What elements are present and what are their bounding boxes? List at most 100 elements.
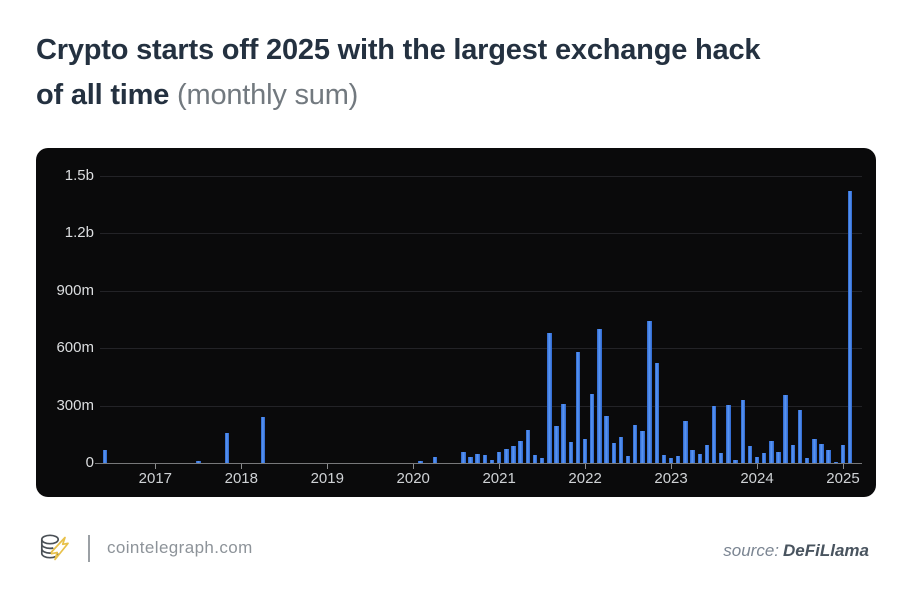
bar-month-84: [704, 444, 710, 463]
title-line1: Crypto starts off 2025 with the largest …: [36, 34, 761, 66]
bar-month-67: [582, 439, 588, 463]
bar-month-71: [611, 442, 616, 463]
x-tick-label-2023: 2023: [654, 470, 688, 487]
bar-month-54: [489, 460, 495, 463]
bar-month-53: [482, 455, 488, 463]
bar-month-44: [418, 461, 423, 463]
bar-month-88: [733, 460, 738, 463]
bar-month-86: [719, 453, 724, 463]
bar-month-81: [683, 420, 688, 463]
footer-brand: cointelegraph.com: [38, 530, 253, 566]
bar-month-96: [790, 444, 796, 463]
bar-month-79: [668, 458, 674, 463]
bar-month-59: [525, 430, 530, 463]
bar-month-55: [496, 451, 502, 463]
bar-month-98: [804, 458, 810, 463]
y-tick-label-1.2b: 1.2b: [64, 224, 94, 242]
bar-month-57: [511, 445, 516, 463]
bar-month-72: [618, 437, 624, 463]
bar-month-78: [661, 455, 667, 463]
x-tick-2025: [842, 464, 844, 469]
gridline-300m: [100, 405, 862, 407]
bar-month-62: [547, 332, 552, 463]
x-tick-label-2018: 2018: [224, 470, 258, 487]
y-tick-label-600m: 600m: [56, 339, 94, 357]
x-tick-label-2021: 2021: [482, 470, 516, 487]
y-tick-label-1.5b: 1.5b: [64, 166, 94, 184]
bar-month-102: [833, 461, 839, 463]
bar-month-85: [711, 405, 717, 463]
bar-month-97: [797, 410, 803, 463]
bar-month-99: [812, 439, 817, 463]
bar-month-58: [518, 440, 523, 463]
bar-month-101: [826, 449, 831, 463]
bar-month-65: [568, 441, 573, 463]
gridline-1.2b: [100, 233, 862, 235]
x-tick-2021: [499, 464, 501, 469]
bar-month-0: [103, 449, 108, 463]
bar-month-60: [532, 455, 538, 463]
bar-month-76: [647, 321, 652, 463]
x-tick-2024: [757, 464, 759, 469]
y-tick-label-900m: 900m: [56, 281, 94, 299]
bar-month-56: [504, 448, 509, 463]
source-credit: source: DeFiLlama: [723, 541, 869, 561]
x-tick-label-2020: 2020: [396, 470, 430, 487]
title-subtitle: (monthly sum): [177, 79, 359, 111]
bar-month-46: [432, 457, 437, 463]
chart-panel: 1.5b 1.2b 900m 600m 300m 0 2017 2018 2019 2020 20…: [36, 148, 876, 497]
cointelegraph-logo-icon: [40, 534, 69, 561]
x-tick-2020: [413, 464, 415, 469]
bar-month-100: [819, 443, 824, 463]
x-tick-label-2019: 2019: [310, 470, 344, 487]
bar-month-69: [597, 328, 602, 463]
bar-month-94: [776, 451, 781, 463]
bar-month-91: [754, 457, 760, 463]
bar-month-83: [697, 454, 702, 463]
bar-month-74: [633, 424, 638, 463]
bar-month-77: [654, 363, 659, 463]
bar-month-17: [224, 433, 230, 463]
bar-month-61: [539, 458, 545, 463]
gridline-1.5b: [100, 175, 862, 177]
x-tick-label-2017: 2017: [138, 470, 173, 487]
x-tick-label-2024: 2024: [740, 470, 774, 487]
x-tick-label-2025: 2025: [826, 470, 860, 487]
x-tick-2019: [327, 464, 329, 469]
plot-area: [103, 148, 863, 463]
bar-month-68: [590, 394, 595, 463]
y-tick-label-0: 0: [85, 454, 94, 471]
x-tick-2022: [585, 464, 587, 469]
bar-month-63: [554, 425, 559, 463]
x-tick-2018: [241, 464, 243, 469]
gridline-600m: [100, 348, 862, 350]
bar-month-95: [783, 395, 788, 463]
bar-month-51: [468, 457, 473, 463]
bar-month-50: [461, 451, 466, 463]
bar-month-75: [640, 431, 645, 463]
bar-month-104: [847, 191, 853, 463]
bar-month-64: [561, 403, 566, 463]
site-label: cointelegraph.com: [107, 538, 253, 557]
footer-divider: [88, 534, 90, 562]
y-tick-label-300m: 300m: [56, 396, 94, 414]
bar-month-82: [690, 449, 695, 463]
source-label: source:: [723, 541, 780, 560]
bar-month-103: [840, 444, 846, 463]
bar-month-70: [604, 416, 609, 463]
x-tick-label-2022: 2022: [568, 470, 602, 487]
x-tick-2023: [671, 464, 673, 469]
bar-month-90: [747, 445, 753, 463]
source-name: DeFiLlama: [783, 541, 869, 560]
bar-month-80: [676, 456, 681, 463]
lightning-icon: [50, 536, 69, 561]
bar-month-92: [762, 453, 767, 463]
bar-month-66: [575, 351, 581, 463]
bar-month-13: [196, 461, 201, 463]
x-tick-2017: [155, 464, 157, 469]
bar-month-87: [726, 404, 731, 463]
page-title: Crypto starts off 2025 with the largest …: [36, 28, 886, 118]
bar-month-52: [475, 454, 480, 463]
bar-month-22: [260, 417, 265, 463]
